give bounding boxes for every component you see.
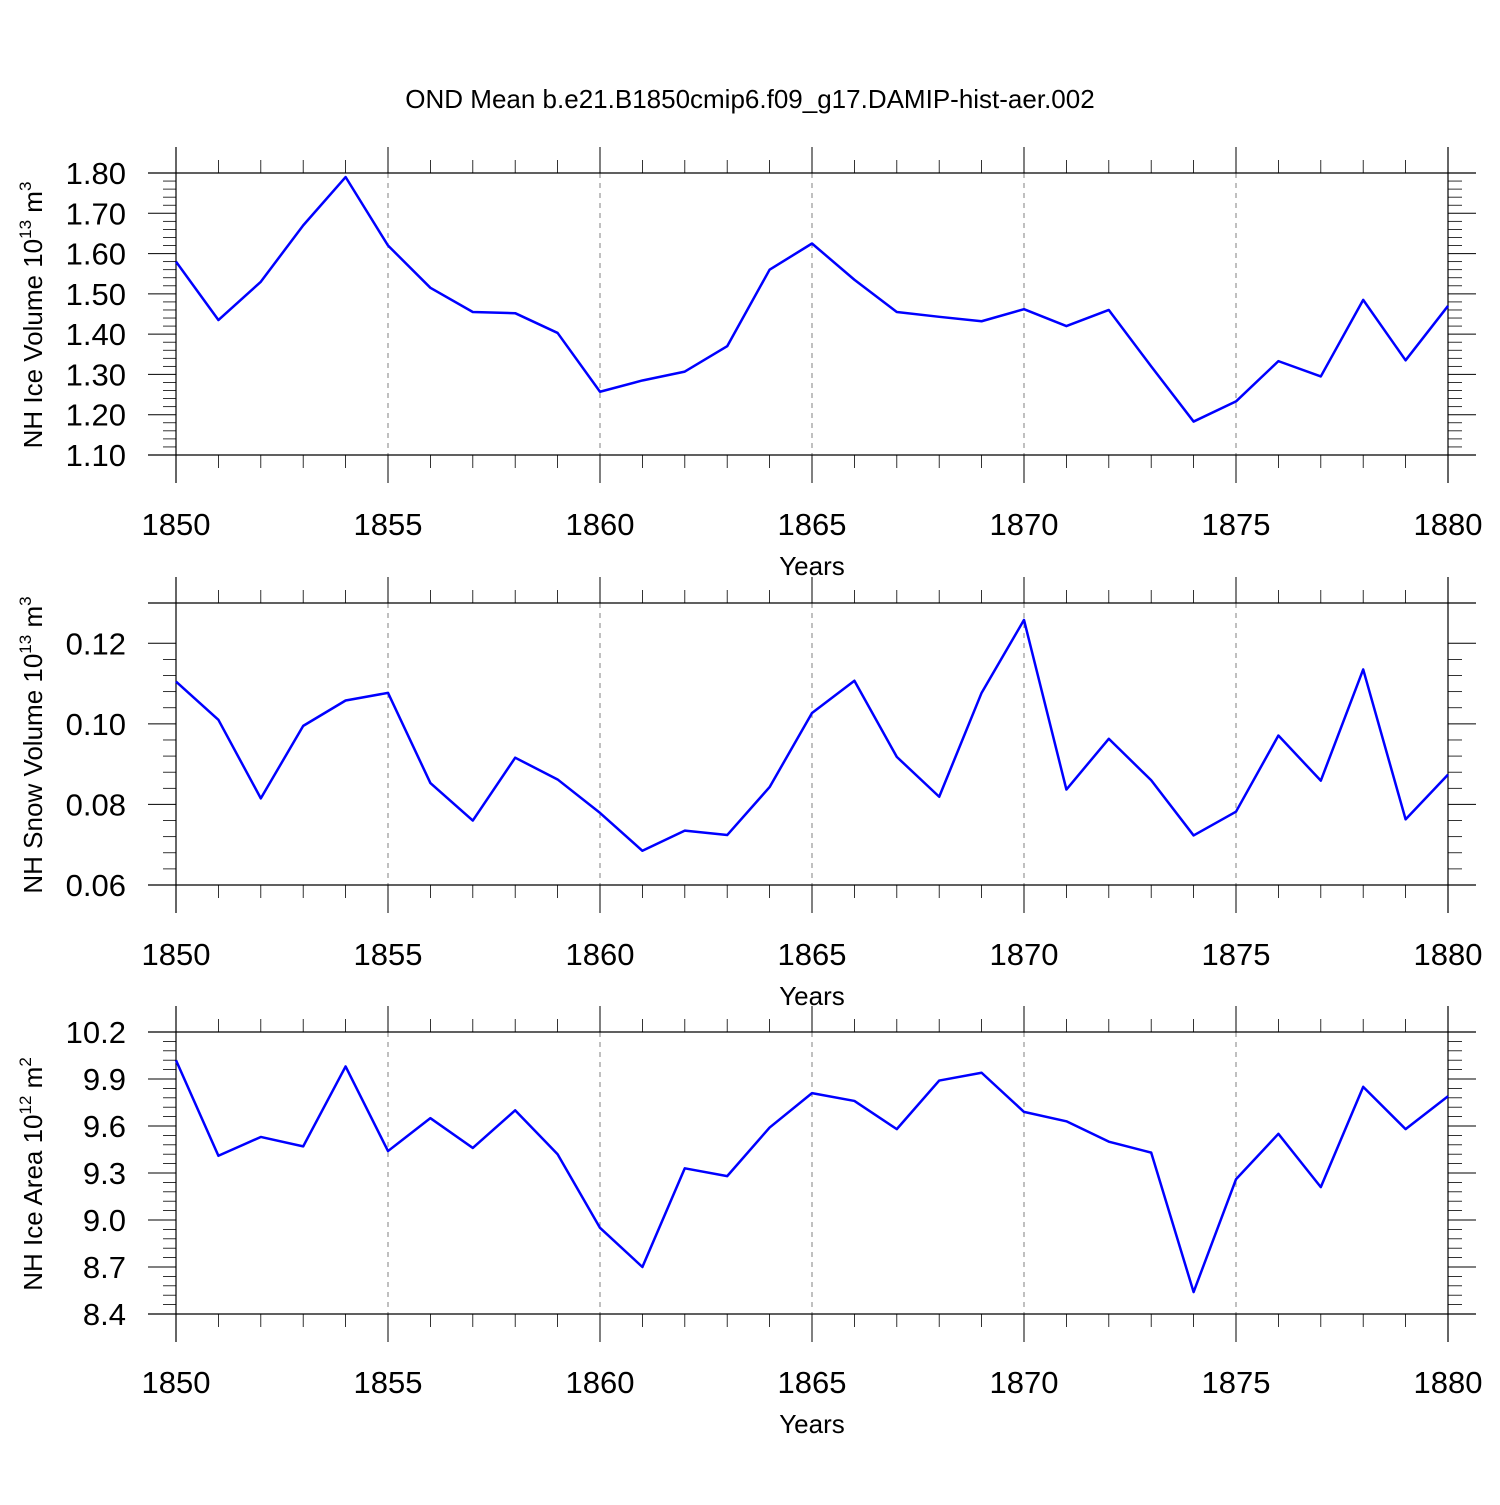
x-tick-label: 1865 — [778, 507, 847, 542]
y-tick-label: 9.6 — [83, 1109, 126, 1144]
x-tick-label: 1850 — [142, 507, 211, 542]
y-tick-label: 0.12 — [66, 626, 126, 661]
x-axis-label: Years — [779, 551, 845, 581]
y-axis-label: NH Ice Volume 1013 m3 — [16, 182, 48, 449]
y-tick-label: 1.60 — [66, 237, 126, 272]
x-tick-label: 1880 — [1414, 1365, 1483, 1400]
x-tick-label: 1860 — [566, 507, 635, 542]
y-axis-label: NH Snow Volume 1013 m3 — [16, 596, 48, 893]
y-tick-label: 9.0 — [83, 1203, 126, 1238]
series-line — [175, 618, 1449, 853]
x-tick-label: 1865 — [778, 1365, 847, 1400]
y-tick-label: 1.80 — [66, 156, 126, 191]
x-axis-label: Years — [779, 1409, 845, 1439]
x-tick-label: 1880 — [1414, 937, 1483, 972]
y-tick-label: 0.10 — [66, 707, 126, 742]
x-tick-label: 1850 — [142, 937, 211, 972]
x-tick-label: 1860 — [566, 937, 635, 972]
y-tick-label: 1.50 — [66, 277, 126, 312]
x-tick-label: 1870 — [990, 507, 1059, 542]
y-tick-label: 1.10 — [66, 438, 126, 473]
y-axis-label: NH Ice Area 1012 m2 — [16, 1057, 48, 1291]
y-tick-label: 9.3 — [83, 1156, 126, 1191]
y-tick-label: 9.9 — [83, 1062, 126, 1097]
y-tick-label: 1.40 — [66, 317, 126, 352]
chart-title: OND Mean b.e21.B1850cmip6.f09_g17.DAMIP-… — [405, 84, 1094, 114]
x-tick-label: 1865 — [778, 937, 847, 972]
series-line — [174, 1059, 1449, 1294]
chart-panel-3: 8.4 8.7 9.0 9.3 9.6 9.9 10.2 1850 1855 1860 1865 18… — [16, 1006, 1482, 1439]
y-tick-label: 10.2 — [66, 1015, 126, 1050]
chart-panel-1: 1.10 1.20 1.30 1.40 1.50 1.60 1.70 1.80 1850 1855… — [16, 147, 1482, 581]
y-tick-label: 1.70 — [66, 196, 126, 231]
x-tick-label: 1870 — [990, 937, 1059, 972]
x-tick-label: 1875 — [1202, 507, 1271, 542]
series-line — [174, 175, 1449, 423]
x-tick-label: 1870 — [990, 1365, 1059, 1400]
x-tick-label: 1855 — [354, 507, 423, 542]
x-tick-label: 1855 — [354, 937, 423, 972]
y-tick-label: 8.4 — [83, 1297, 126, 1332]
x-tick-label: 1855 — [354, 1365, 423, 1400]
chart-panel-2: 0.06 0.08 0.10 0.12 1850 1855 1860 1865 1870 1875… — [16, 577, 1482, 1011]
x-tick-label: 1880 — [1414, 507, 1483, 542]
y-tick-label: 0.06 — [66, 868, 126, 903]
x-tick-label: 1875 — [1202, 1365, 1271, 1400]
y-tick-label: 0.08 — [66, 787, 126, 822]
x-tick-label: 1850 — [142, 1365, 211, 1400]
y-tick-label: 1.30 — [66, 357, 126, 392]
y-tick-label: 8.7 — [83, 1250, 126, 1285]
y-tick-label: 1.20 — [66, 398, 126, 433]
x-tick-label: 1875 — [1202, 937, 1271, 972]
x-tick-label: 1860 — [566, 1365, 635, 1400]
